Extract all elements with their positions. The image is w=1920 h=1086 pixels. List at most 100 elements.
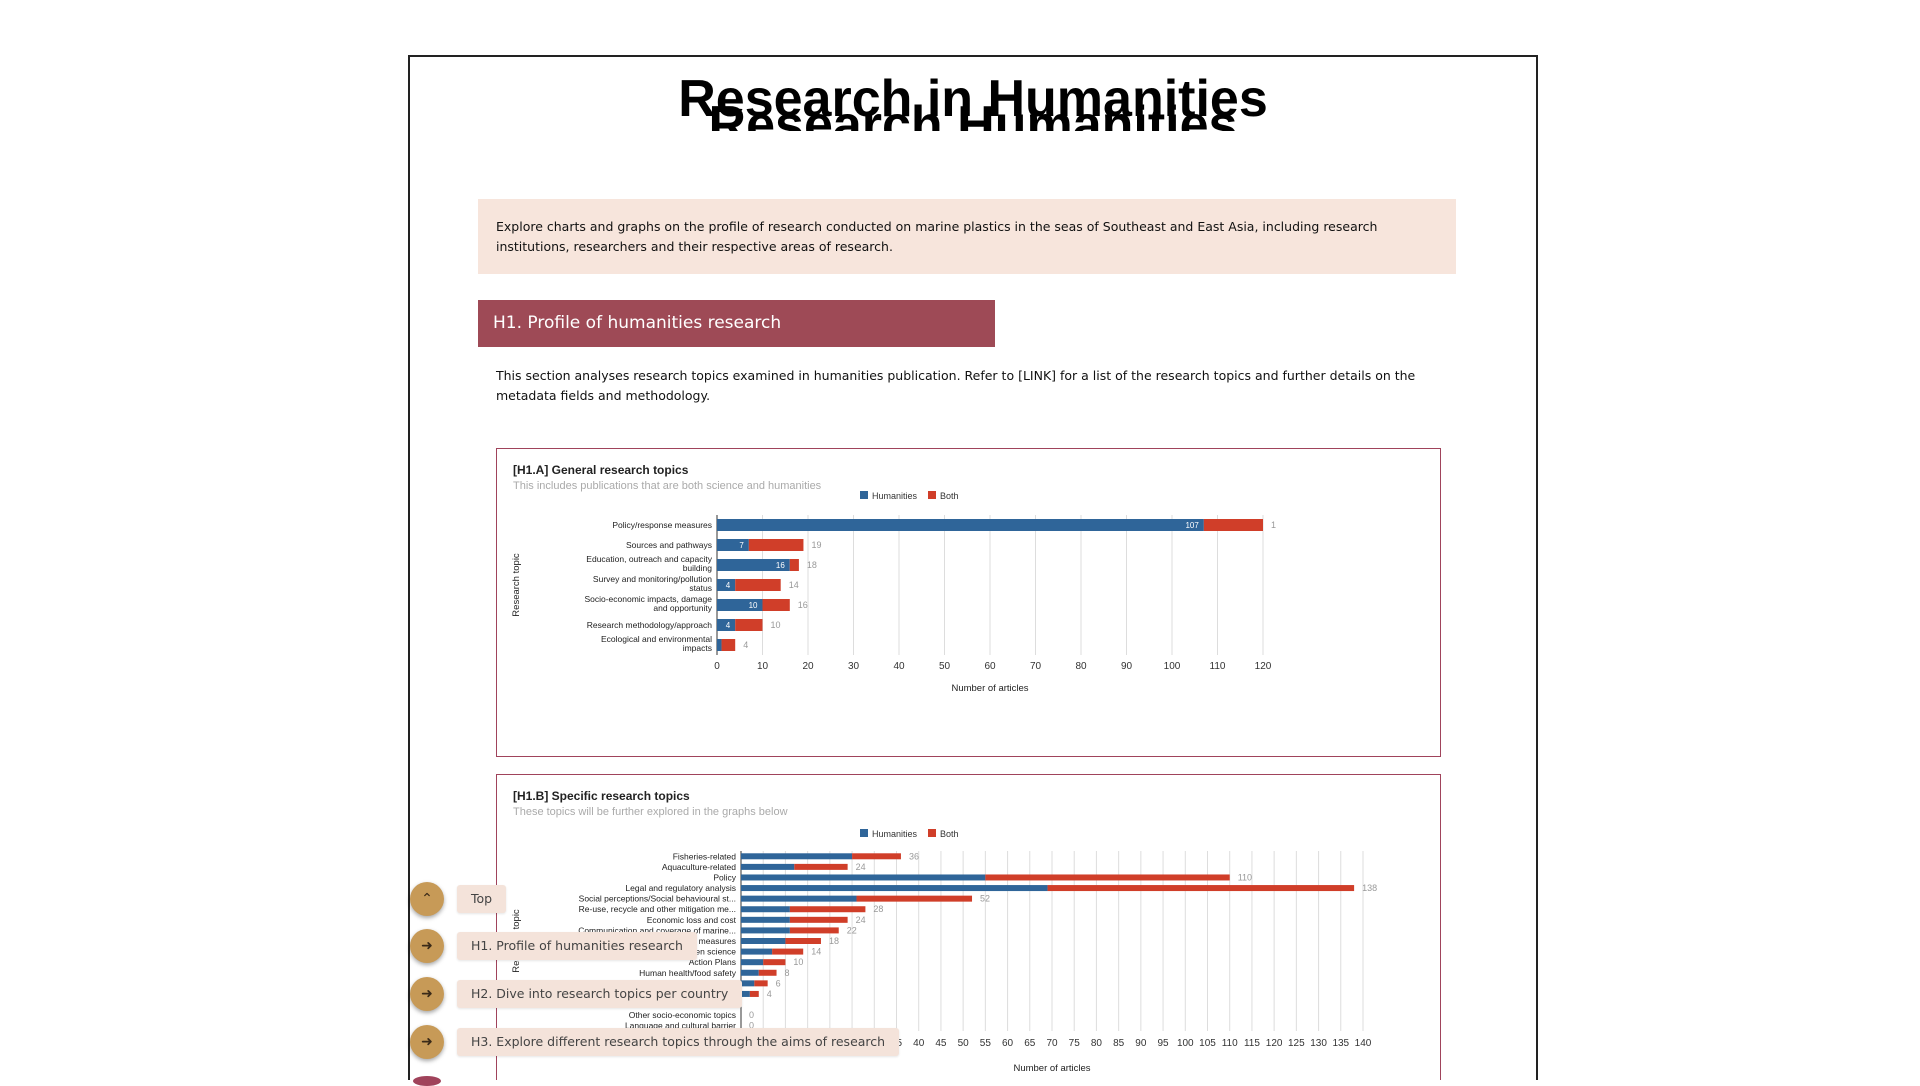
bar-humanities: [741, 938, 786, 944]
x-tick-label: 100: [1177, 1038, 1194, 1049]
bar-total-label: 14: [789, 580, 799, 590]
bar-total-label: 0: [749, 1021, 754, 1031]
arrow-right-icon[interactable]: ➜: [410, 1025, 444, 1059]
bar-total-label: 16: [798, 600, 808, 610]
category-label: Communication and coverage of marine...: [578, 925, 736, 935]
bar-humanities: [741, 927, 790, 934]
bar-humanities: [717, 639, 722, 651]
category-label: Policy: [713, 872, 736, 882]
nav-label[interactable]: H3. Explore different research topics th…: [457, 1028, 900, 1056]
category-label: Research methodology/approach: [587, 620, 712, 630]
bar-total-label: 22: [847, 925, 857, 935]
category-label: Ecological and environmental: [601, 634, 712, 644]
category-label: Sources and pathways: [626, 540, 712, 550]
bar-both: [789, 916, 848, 923]
chart-title: [H1.A] General research topics: [513, 463, 689, 477]
x-tick-label: 95: [1158, 1038, 1170, 1049]
arrow-right-icon[interactable]: ➜: [410, 977, 444, 1011]
chevron-up-icon[interactable]: ⌃: [410, 882, 444, 916]
x-tick-label: 30: [848, 661, 860, 672]
bar-both: [985, 874, 1230, 881]
chart-svg: 3540455055606570758085909510010511011512…: [511, 829, 1377, 1074]
x-tick-label: 140: [1355, 1038, 1372, 1049]
category-label: Other socio-economic topics: [629, 1010, 736, 1020]
x-tick-label: 40: [913, 1038, 925, 1049]
partial-nav-button[interactable]: [413, 1076, 441, 1086]
bar-both: [749, 990, 759, 997]
category-label: measures: [699, 936, 736, 946]
bar-total-label: 24: [856, 915, 866, 925]
legend-label: Humanities: [872, 829, 918, 839]
legend-label: Both: [940, 491, 959, 501]
category-label: Socio-economic impacts, damage: [584, 594, 712, 604]
bar-both: [789, 559, 799, 571]
x-tick-label: 105: [1199, 1038, 1216, 1049]
x-axis-title: Number of articles: [951, 683, 1028, 694]
legend-swatch-humanities: [860, 829, 868, 837]
bar-both: [721, 639, 736, 651]
legend-swatch-humanities: [860, 491, 868, 499]
x-tick-label: 40: [893, 661, 905, 672]
bar-humanities: [717, 619, 736, 631]
x-tick-label: 20: [802, 661, 814, 672]
bar-both: [1047, 885, 1355, 892]
bar-total-label: 52: [980, 894, 990, 904]
bar-humanities: [741, 885, 1048, 892]
bar-total-label: 10: [771, 620, 781, 630]
x-tick-label: 50: [958, 1038, 970, 1049]
category-label: Fisheries-related: [673, 851, 737, 861]
bar-both: [758, 969, 777, 976]
bar-both: [785, 938, 821, 944]
content-frame: Research Humanities Research in Humaniti…: [408, 55, 1538, 1080]
category-label: Social perceptions/Social behavioural st…: [579, 894, 736, 904]
bar-total-label: 0: [749, 1010, 754, 1020]
bar-humanities: [741, 990, 750, 997]
bar-both: [748, 539, 804, 551]
legend-swatch-both: [928, 829, 936, 837]
bar-both: [763, 959, 786, 966]
bar-both: [1203, 519, 1263, 531]
intro-box: Explore charts and graphs on the profile…: [478, 199, 1456, 274]
bar-both: [735, 619, 763, 631]
bar-humanities: [741, 863, 795, 870]
bar-data-label: 4: [726, 581, 731, 590]
bar-both: [762, 599, 790, 611]
arrow-right-icon[interactable]: ➜: [410, 929, 444, 963]
bar-both: [754, 980, 768, 987]
bar-humanities: [741, 959, 764, 966]
x-tick-label: 115: [1244, 1038, 1260, 1049]
category-label: Language and cultural barrier: [625, 1021, 736, 1031]
bar-humanities: [741, 948, 773, 955]
bar-total-label: 28: [873, 904, 883, 914]
x-tick-label: 50: [939, 661, 951, 672]
nav-label[interactable]: H2. Dive into research topics per countr…: [457, 980, 743, 1008]
category-label: Action Plans: [689, 957, 736, 967]
bar-both: [856, 895, 973, 902]
bar-humanities: [717, 599, 763, 611]
nav-label[interactable]: H1. Profile of humanities research: [457, 932, 697, 960]
bar-both: [852, 853, 901, 860]
category-label: Legal and regulatory analysis: [625, 883, 736, 893]
bar-total-label: 6: [776, 978, 781, 988]
x-tick-label: 70: [1030, 661, 1042, 672]
bar-data-label: 4: [726, 621, 731, 630]
x-tick-label: 65: [1024, 1038, 1036, 1049]
bar-humanities: [717, 559, 790, 571]
x-tick-label: 110: [1222, 1038, 1238, 1049]
x-tick-label: 80: [1075, 661, 1087, 672]
bar-total-label: 110: [1238, 872, 1252, 882]
legend-swatch-both: [928, 491, 936, 499]
category-label: and opportunity: [653, 603, 712, 613]
x-tick-label: 85: [1113, 1038, 1125, 1049]
category-label: Economic loss and cost: [647, 915, 737, 925]
bar-humanities: [741, 969, 759, 976]
legend-label: Both: [940, 829, 959, 839]
bar-total-label: 4: [767, 989, 772, 999]
x-tick-label: 80: [1091, 1038, 1103, 1049]
x-tick-label: 0: [714, 661, 720, 672]
bar-total-label: 24: [856, 862, 866, 872]
x-axis-title: Number of articles: [1013, 1063, 1090, 1074]
bar-humanities: [717, 539, 749, 551]
nav-label[interactable]: Top: [457, 885, 507, 913]
bar-humanities: [741, 853, 853, 860]
